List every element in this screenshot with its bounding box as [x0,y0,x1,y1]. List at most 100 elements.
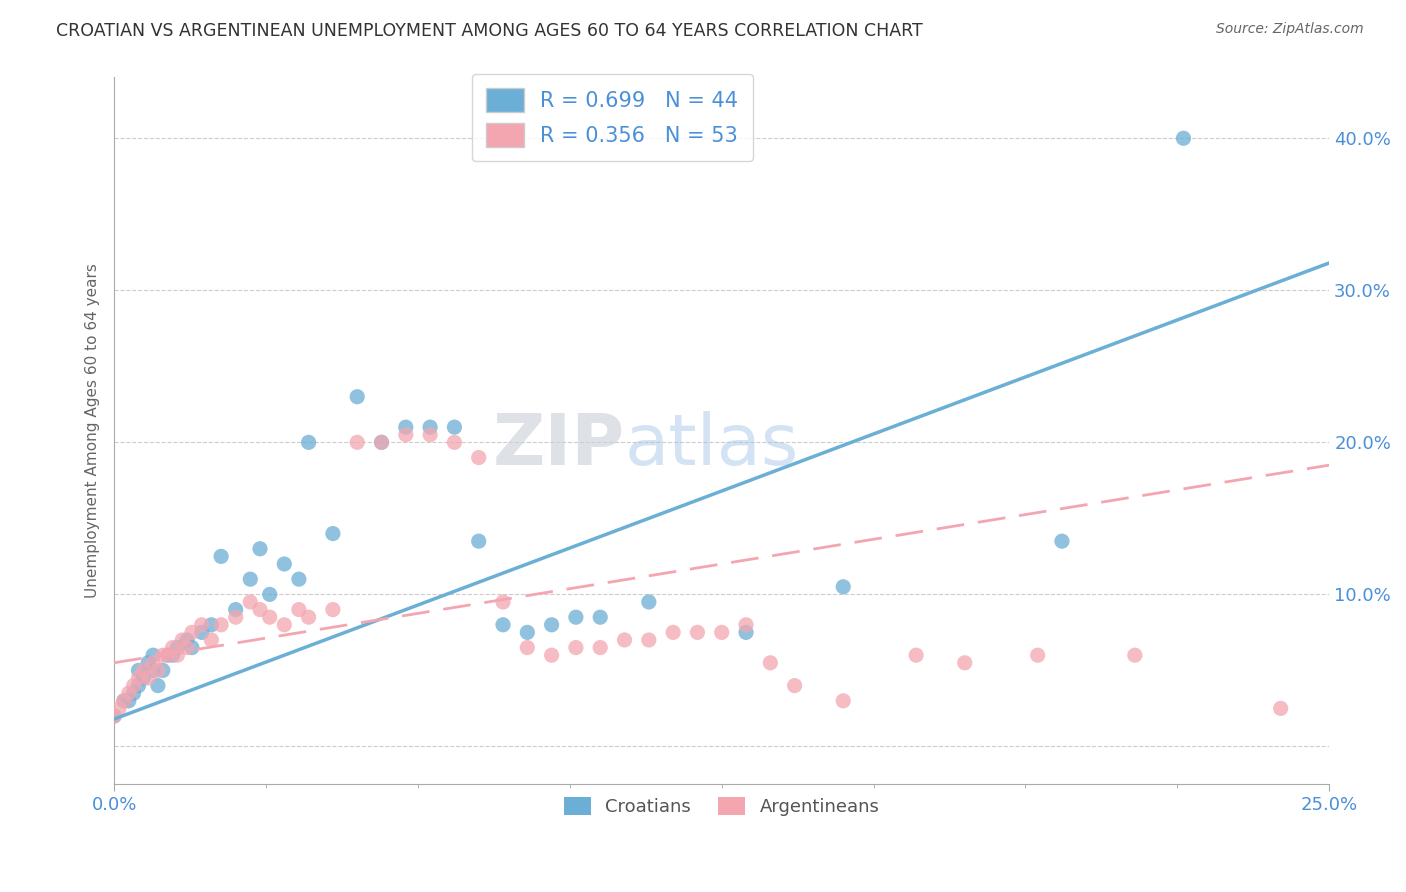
Text: atlas: atlas [624,410,799,480]
Point [589,610,612,624]
Point [249,602,271,616]
Point [953,656,976,670]
Text: ZIP: ZIP [492,410,624,480]
Point [259,610,281,624]
Text: Source: ZipAtlas.com: Source: ZipAtlas.com [1216,22,1364,37]
Point [156,648,179,663]
Point [142,656,165,670]
Point [122,686,145,700]
Point [136,671,159,685]
Point [686,625,709,640]
Point [162,648,184,663]
Point [181,640,204,655]
Point [759,656,782,670]
Point [103,709,125,723]
Point [346,435,368,450]
Point [225,602,247,616]
Point [637,632,659,647]
Point [589,640,612,655]
Point [152,648,174,663]
Point [162,640,184,655]
Point [200,632,222,647]
Point [273,557,295,571]
Point [132,671,155,685]
Point [127,664,149,678]
Point [146,679,169,693]
Point [190,625,212,640]
Point [395,420,418,434]
Point [1270,701,1292,715]
Point [225,610,247,624]
Point [613,632,636,647]
Point [288,572,311,586]
Point [112,694,135,708]
Point [735,617,758,632]
Point [249,541,271,556]
Text: CROATIAN VS ARGENTINEAN UNEMPLOYMENT AMONG AGES 60 TO 64 YEARS CORRELATION CHART: CROATIAN VS ARGENTINEAN UNEMPLOYMENT AMO… [56,22,922,40]
Point [146,664,169,678]
Point [142,664,165,678]
Point [370,435,392,450]
Point [540,617,562,632]
Point [288,602,311,616]
Point [108,701,131,715]
Legend: Croatians, Argentineans: Croatians, Argentineans [555,788,889,825]
Point [346,390,368,404]
Point [172,632,194,647]
Point [832,580,855,594]
Point [209,617,232,632]
Point [209,549,232,564]
Point [166,648,188,663]
Point [127,671,149,685]
Point [112,694,135,708]
Y-axis label: Unemployment Among Ages 60 to 64 years: Unemployment Among Ages 60 to 64 years [86,263,100,599]
Point [166,640,188,655]
Point [662,625,685,640]
Point [443,435,465,450]
Point [492,595,515,609]
Point [832,694,855,708]
Point [103,709,125,723]
Point [783,679,806,693]
Point [735,625,758,640]
Point [467,534,489,549]
Point [176,640,198,655]
Point [297,610,319,624]
Point [516,625,538,640]
Point [1026,648,1049,663]
Point [1173,131,1195,145]
Point [181,625,204,640]
Point [1050,534,1073,549]
Point [710,625,733,640]
Point [118,686,141,700]
Point [136,656,159,670]
Point [239,572,262,586]
Point [142,648,165,663]
Point [118,694,141,708]
Point [200,617,222,632]
Point [239,595,262,609]
Point [132,664,155,678]
Point [370,435,392,450]
Point [565,610,588,624]
Point [273,617,295,632]
Point [156,648,179,663]
Point [419,427,441,442]
Point [467,450,489,465]
Point [259,587,281,601]
Point [1123,648,1146,663]
Point [297,435,319,450]
Point [322,526,344,541]
Point [419,420,441,434]
Point [443,420,465,434]
Point [492,617,515,632]
Point [516,640,538,655]
Point [565,640,588,655]
Point [540,648,562,663]
Point [127,679,149,693]
Point [190,617,212,632]
Point [395,427,418,442]
Point [122,679,145,693]
Point [176,632,198,647]
Point [322,602,344,616]
